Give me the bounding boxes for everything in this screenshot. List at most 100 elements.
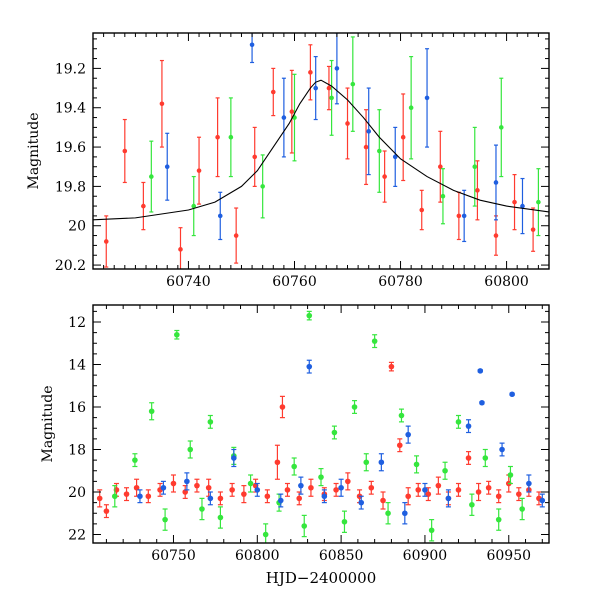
point-marker bbox=[182, 489, 189, 495]
data-point-red bbox=[363, 109, 369, 186]
point-marker bbox=[274, 459, 281, 466]
point-marker bbox=[252, 154, 258, 160]
data-point-red bbox=[270, 67, 276, 117]
point-marker bbox=[358, 499, 365, 506]
point-marker bbox=[145, 493, 152, 500]
point-marker bbox=[408, 105, 414, 111]
point-marker bbox=[493, 233, 499, 238]
y-tick-label: 16 bbox=[68, 400, 86, 416]
top-panel-tick-labels: 60740 60760 60780 60800 19.2 19.4 19.6 19.8 20 20… bbox=[55, 61, 529, 290]
top-panel-frame bbox=[92, 32, 550, 270]
data-point-blue bbox=[422, 482, 428, 497]
data-point-red bbox=[279, 395, 286, 419]
data-point-red bbox=[308, 478, 314, 497]
data-point-red bbox=[264, 489, 271, 504]
data-point-green bbox=[318, 468, 324, 487]
point-marker bbox=[345, 478, 351, 485]
point-marker bbox=[413, 461, 420, 468]
data-point-blue bbox=[254, 482, 261, 497]
data-point-green bbox=[149, 140, 154, 213]
point-marker bbox=[382, 174, 387, 179]
point-marker bbox=[194, 482, 200, 489]
point-marker bbox=[318, 474, 324, 480]
data-point-red bbox=[475, 482, 482, 502]
x-tick-label: 60750 bbox=[151, 548, 196, 564]
data-point-blue bbox=[493, 144, 499, 221]
series-green bbox=[149, 36, 541, 237]
point-marker bbox=[306, 312, 313, 319]
data-point-green bbox=[260, 154, 265, 219]
point-marker bbox=[217, 514, 224, 521]
data-point-blue bbox=[392, 126, 398, 187]
point-marker bbox=[306, 363, 313, 370]
data-point-blue bbox=[338, 478, 344, 497]
point-marker bbox=[331, 429, 338, 436]
point-marker bbox=[380, 497, 386, 504]
data-point-green bbox=[408, 55, 414, 160]
point-marker bbox=[159, 101, 165, 107]
x-tick-label: 60740 bbox=[166, 274, 211, 290]
y-tick-label: 19.6 bbox=[55, 140, 86, 156]
data-point-red bbox=[388, 361, 395, 372]
y-tick-label: 20 bbox=[68, 219, 86, 235]
point-marker bbox=[498, 125, 504, 130]
data-point-green bbox=[371, 334, 378, 349]
data-point-green bbox=[228, 97, 234, 178]
point-marker bbox=[215, 134, 220, 140]
point-marker bbox=[279, 404, 286, 410]
data-point-blue bbox=[402, 502, 408, 525]
top-panel-data-points bbox=[103, 33, 541, 269]
point-marker bbox=[371, 338, 378, 344]
data-point-green bbox=[351, 400, 358, 414]
point-marker bbox=[398, 412, 405, 419]
point-marker bbox=[465, 423, 472, 429]
point-marker bbox=[137, 493, 143, 500]
point-marker bbox=[333, 487, 339, 493]
point-marker bbox=[308, 70, 313, 75]
point-marker bbox=[495, 493, 502, 500]
data-point-red bbox=[419, 189, 425, 231]
data-point-green bbox=[455, 414, 462, 429]
data-point-red bbox=[396, 438, 403, 453]
data-point-red bbox=[252, 126, 258, 187]
data-point-red bbox=[516, 487, 522, 502]
point-marker bbox=[363, 459, 370, 466]
point-marker bbox=[469, 501, 475, 508]
data-point-blue bbox=[479, 399, 485, 406]
point-marker bbox=[296, 495, 303, 502]
data-point-green bbox=[519, 497, 525, 521]
data-point-green bbox=[329, 59, 334, 136]
point-marker bbox=[509, 391, 515, 398]
data-point-blue bbox=[160, 480, 167, 495]
point-marker bbox=[425, 491, 432, 497]
point-marker bbox=[231, 455, 237, 461]
data-point-green bbox=[162, 508, 168, 531]
y-tick-label: 22 bbox=[68, 528, 86, 544]
data-point-blue bbox=[509, 391, 515, 398]
data-point-red bbox=[382, 150, 387, 203]
point-marker bbox=[363, 144, 369, 150]
point-marker bbox=[507, 472, 514, 478]
data-point-red bbox=[530, 207, 536, 252]
data-point-red bbox=[217, 491, 224, 506]
data-point-red bbox=[493, 215, 499, 256]
data-point-green bbox=[428, 519, 435, 542]
point-marker bbox=[438, 164, 443, 170]
data-point-red bbox=[103, 504, 110, 519]
data-point-red bbox=[415, 482, 422, 497]
data-point-green bbox=[148, 402, 155, 421]
data-point-red bbox=[159, 59, 165, 148]
point-marker bbox=[396, 442, 403, 449]
point-marker bbox=[229, 487, 235, 493]
data-point-red bbox=[196, 136, 202, 205]
y-tick-label: 19.4 bbox=[55, 101, 86, 117]
point-marker bbox=[378, 459, 385, 466]
data-point-blue bbox=[277, 493, 284, 508]
point-marker bbox=[495, 516, 502, 523]
data-point-green bbox=[472, 126, 478, 207]
y-tick-label: 19.8 bbox=[55, 179, 86, 195]
point-marker bbox=[366, 129, 372, 134]
bottom-panel-data-points bbox=[96, 310, 546, 543]
data-point-green bbox=[207, 414, 214, 429]
